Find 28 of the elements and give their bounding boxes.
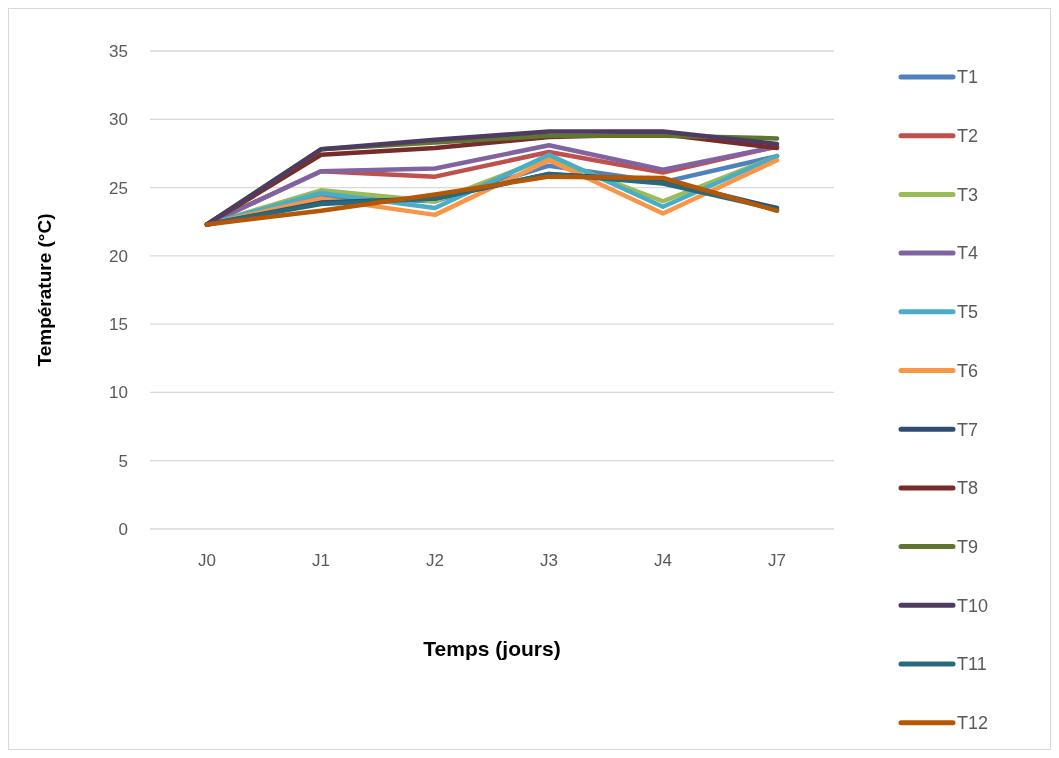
y-axis-title: Température (°C) bbox=[34, 213, 55, 367]
x-tick-label: J2 bbox=[426, 551, 444, 570]
y-tick-label: 30 bbox=[109, 110, 128, 130]
x-tick-label: J1 bbox=[312, 551, 330, 570]
legend-label: T5 bbox=[957, 302, 979, 323]
legend-label: T1 bbox=[957, 67, 979, 88]
legend-label: T9 bbox=[957, 536, 979, 557]
x-tick-label: J4 bbox=[654, 551, 672, 570]
y-tick-label: 25 bbox=[109, 178, 128, 198]
legend-label: T8 bbox=[957, 478, 979, 499]
legend-label: T11 bbox=[957, 654, 987, 675]
legend-label: T12 bbox=[957, 713, 989, 733]
x-tick-label: J7 bbox=[768, 551, 786, 570]
legend-label: T6 bbox=[957, 360, 979, 381]
y-tick-label: 0 bbox=[118, 519, 128, 539]
legend-label: T7 bbox=[957, 419, 979, 440]
y-tick-label: 15 bbox=[109, 315, 128, 335]
legend-label: T4 bbox=[957, 243, 979, 264]
legend-label: T3 bbox=[957, 184, 979, 205]
x-axis-title: Temps (jours) bbox=[423, 637, 561, 660]
x-tick-label: J3 bbox=[540, 551, 558, 570]
y-tick-label: 10 bbox=[109, 383, 128, 403]
y-tick-label: 5 bbox=[118, 451, 128, 471]
legend-label: T10 bbox=[957, 595, 989, 616]
legend-label: T2 bbox=[957, 126, 979, 146]
y-tick-label: 35 bbox=[109, 41, 128, 61]
y-tick-label: 20 bbox=[109, 246, 128, 266]
x-tick-label: J0 bbox=[198, 551, 216, 570]
